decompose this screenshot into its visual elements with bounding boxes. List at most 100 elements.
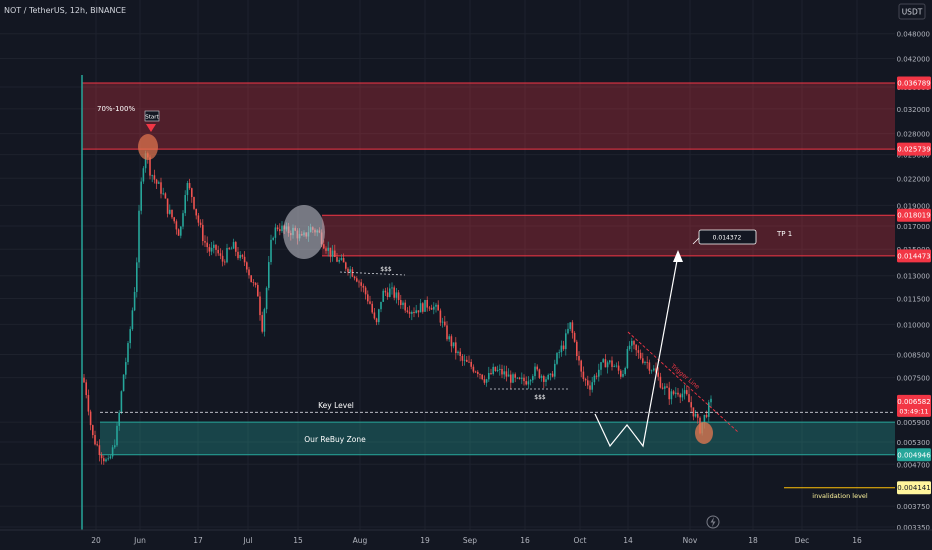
- candle-up: [265, 287, 268, 310]
- x-tick-label: 14: [623, 536, 633, 545]
- candle-down: [543, 376, 545, 382]
- candle-down: [536, 366, 538, 370]
- target-price-label: 0.014372: [713, 235, 742, 242]
- candle-down: [153, 175, 156, 180]
- candle-down: [483, 379, 486, 383]
- candle-down: [611, 360, 613, 367]
- candle-down: [692, 407, 695, 417]
- candle-up: [415, 310, 417, 314]
- price-badge-label: 0.025739: [897, 146, 930, 154]
- candle-down: [219, 253, 222, 256]
- time-axis[interactable]: [0, 530, 932, 550]
- candle-down: [501, 368, 503, 375]
- price-badge: [897, 208, 931, 222]
- liquidity-line-1: [339, 271, 406, 276]
- candle-up: [349, 269, 351, 273]
- candle-up: [558, 352, 560, 354]
- candle-up: [606, 362, 609, 368]
- candle-up: [708, 402, 710, 417]
- candle-up: [488, 372, 490, 380]
- price-badge-label: 0.018019: [897, 212, 930, 220]
- candle-down: [523, 377, 525, 382]
- candle-down: [655, 368, 657, 373]
- candle-up: [545, 379, 547, 382]
- candle-down: [197, 215, 200, 223]
- candle-down: [657, 372, 659, 377]
- price-badge: [897, 76, 931, 90]
- candle-up: [683, 390, 686, 394]
- x-tick-label: Aug: [353, 536, 368, 545]
- candle-down: [404, 302, 406, 311]
- candle-down: [237, 251, 239, 259]
- price-badge-label: 0.004141: [897, 484, 930, 492]
- candle-down: [228, 248, 230, 249]
- candle-up: [644, 361, 646, 363]
- candle-up: [239, 254, 241, 259]
- candle-down: [217, 249, 219, 254]
- candle-up: [116, 425, 118, 446]
- candle-down: [587, 380, 589, 386]
- start-label-box: [144, 110, 160, 122]
- x-tick-label: Jun: [133, 536, 146, 545]
- retest-ellipse: [695, 422, 713, 444]
- candle-up: [281, 225, 283, 232]
- candle-down: [661, 387, 664, 389]
- candle-up: [411, 311, 413, 314]
- current-price-label: 0.006582: [897, 398, 930, 406]
- candle-up: [492, 366, 494, 375]
- candle-down: [221, 255, 224, 262]
- currency-button-label[interactable]: USDT: [902, 8, 923, 17]
- candle-down: [373, 312, 376, 319]
- candle-down: [171, 209, 173, 218]
- candle-up: [274, 227, 277, 238]
- candle-down: [417, 310, 420, 313]
- candle-down: [254, 282, 257, 286]
- y-tick-label: 0.017000: [897, 223, 930, 231]
- drawings: [100, 110, 895, 489]
- symbol-title: NOT / TetherUS, 12h, BINANCE: [4, 6, 126, 15]
- candle-down: [345, 262, 347, 269]
- candle-up: [378, 309, 380, 323]
- candle-up: [338, 259, 340, 262]
- candle-up: [142, 168, 145, 182]
- candle-down: [166, 198, 169, 214]
- candle-down: [177, 229, 180, 236]
- candle-up: [230, 248, 233, 250]
- candle-up: [118, 412, 120, 426]
- price-badge: [897, 142, 931, 156]
- candle-down: [677, 392, 679, 395]
- candle-up: [593, 375, 596, 383]
- candle-down: [259, 296, 261, 316]
- candle-down: [384, 290, 387, 293]
- candle-up: [395, 292, 398, 298]
- candle-up: [549, 373, 552, 375]
- candle-up: [503, 371, 505, 375]
- candle-down: [193, 197, 195, 209]
- candle-up: [151, 175, 153, 177]
- candle-down: [175, 221, 178, 230]
- candle-up: [133, 291, 136, 311]
- candle-up: [111, 447, 114, 457]
- candle-up: [138, 210, 140, 263]
- lightning-icon[interactable]: [706, 515, 720, 529]
- candle-down: [362, 285, 365, 288]
- candle-down: [525, 381, 527, 385]
- candle-up: [694, 414, 697, 417]
- candle-up: [499, 368, 501, 370]
- candle-down: [353, 276, 356, 279]
- currency-button[interactable]: [898, 3, 926, 20]
- candle-down: [400, 300, 402, 306]
- countdown-label: 03:49:11: [899, 407, 928, 415]
- y-tick-label: 0.032000: [897, 106, 930, 114]
- candle-down: [466, 359, 468, 362]
- top-marker-ellipse: [138, 134, 158, 160]
- candle-down: [639, 352, 642, 359]
- candle-down: [334, 250, 336, 258]
- candle-down: [103, 458, 105, 462]
- candle-up: [628, 345, 631, 350]
- candle-down: [439, 310, 442, 323]
- candle-up: [529, 380, 532, 382]
- candle-down: [96, 444, 98, 446]
- candle-down: [604, 359, 607, 368]
